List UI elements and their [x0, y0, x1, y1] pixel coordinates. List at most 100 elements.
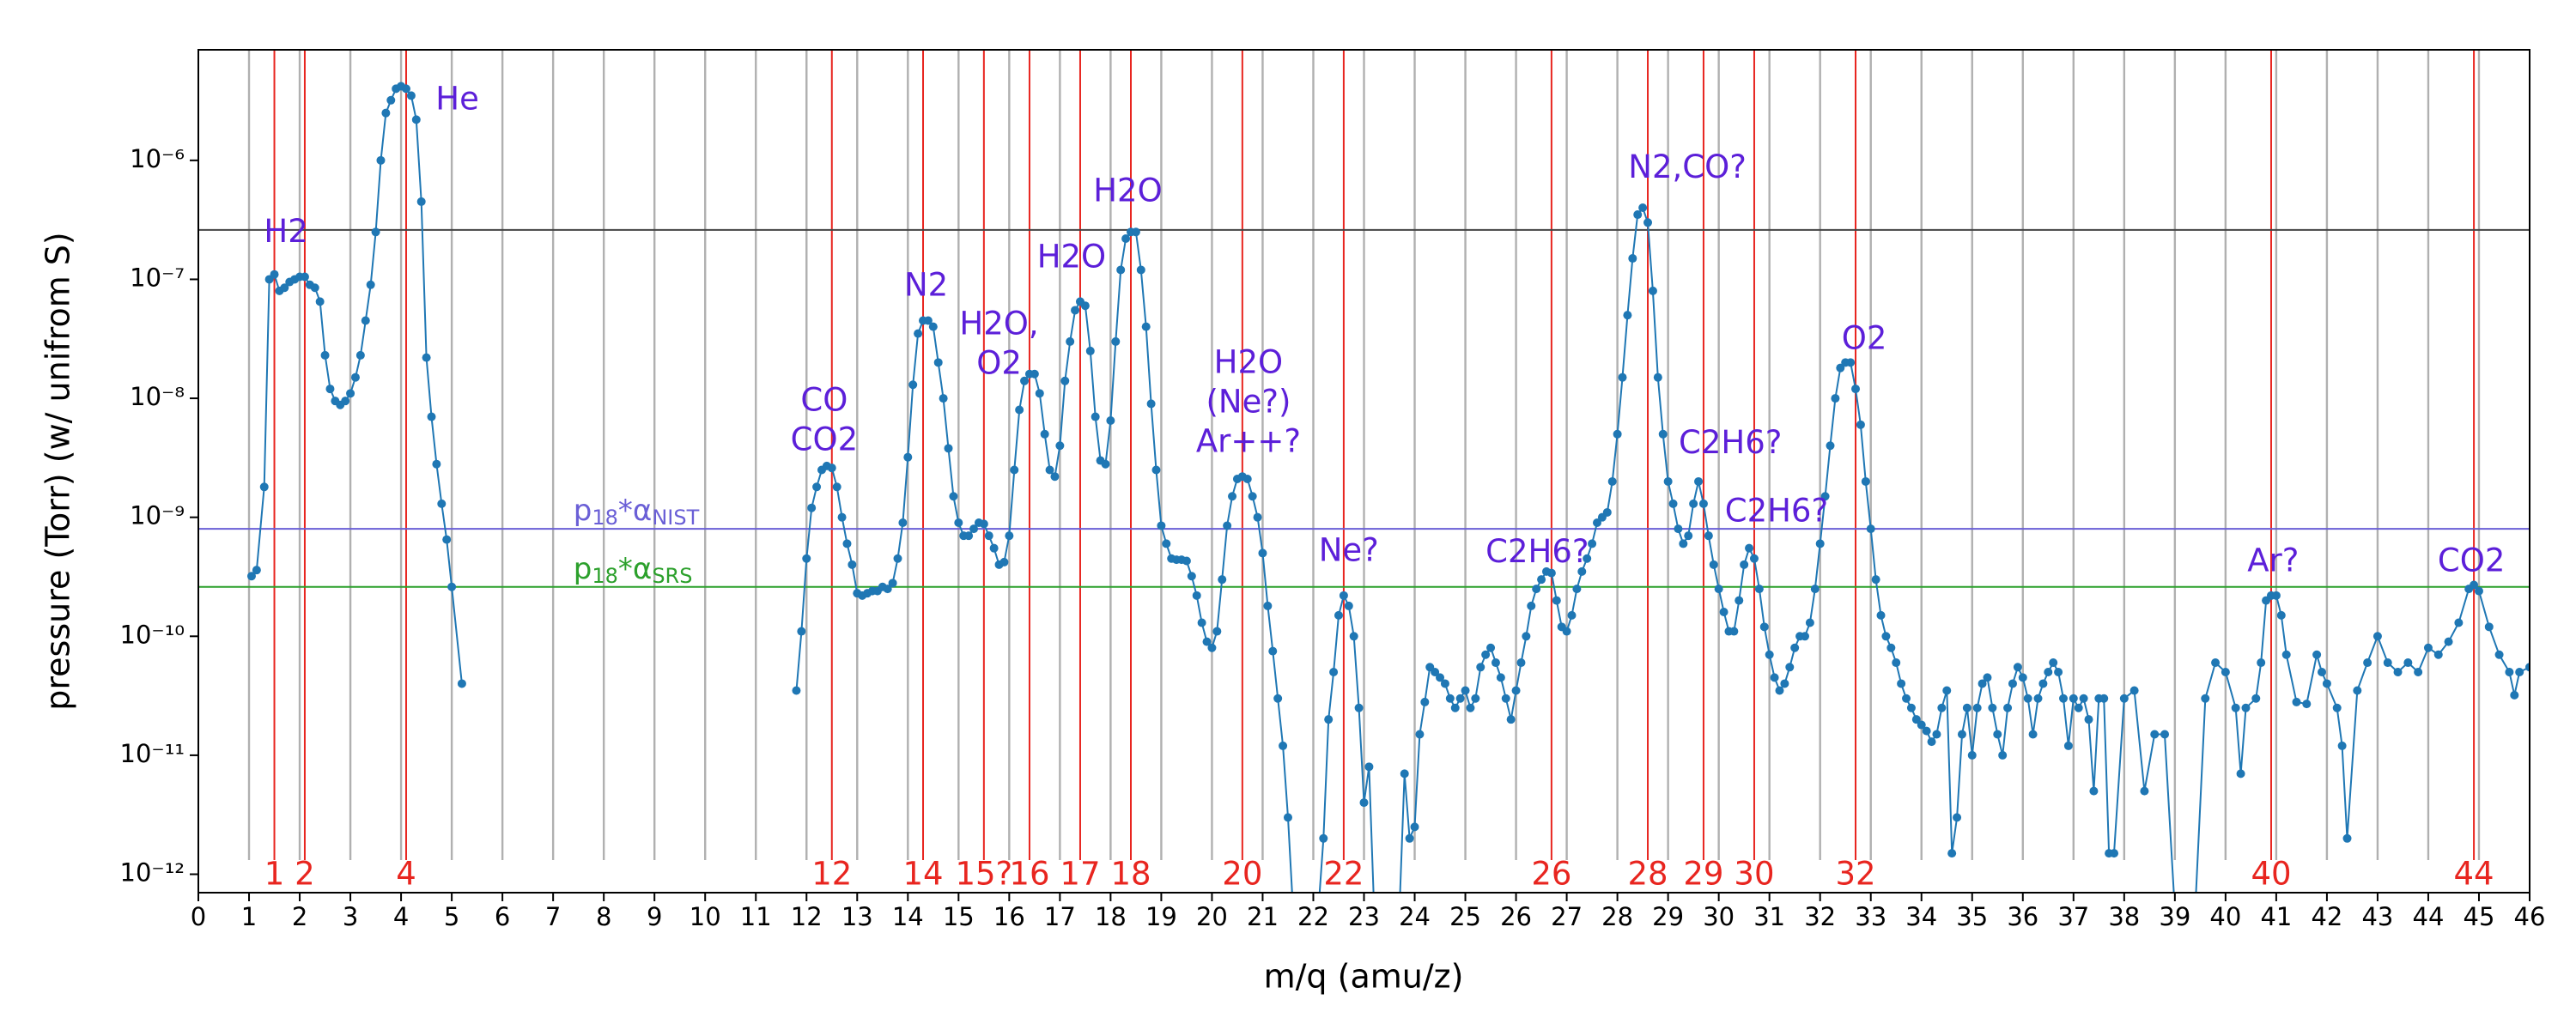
data-point — [2049, 658, 2058, 668]
data-point — [1618, 373, 1627, 382]
reference-lines — [198, 50, 2530, 860]
data-point — [1040, 429, 1049, 439]
data-point — [2337, 741, 2347, 750]
data-point — [2423, 643, 2433, 652]
marker-label: 28 — [1627, 856, 1668, 893]
data-point — [2414, 668, 2423, 677]
data-point — [888, 579, 897, 588]
data-point — [1780, 679, 1789, 688]
data-point — [406, 91, 416, 100]
data-point — [1694, 476, 1704, 486]
data-point — [1182, 556, 1191, 566]
data-point — [1800, 632, 1809, 641]
data-point — [1577, 566, 1587, 576]
data-point — [893, 554, 902, 563]
data-point — [1324, 715, 1334, 724]
data-point — [1962, 703, 1971, 712]
marker-label: 15? — [955, 856, 1012, 893]
data-point — [1258, 548, 1267, 558]
data-point — [1719, 608, 1728, 617]
data-point — [1588, 539, 1597, 548]
data-point — [1917, 720, 1926, 730]
data-point — [427, 412, 436, 421]
x-tick-label: 33 — [1855, 902, 1886, 931]
data-point — [827, 464, 836, 473]
data-point — [2023, 694, 2032, 703]
data-point — [1856, 420, 1865, 429]
data-point — [2454, 618, 2464, 627]
data-point — [923, 316, 933, 325]
annotation: Ar? — [2247, 542, 2299, 579]
marker-label: 32 — [1835, 856, 1875, 893]
data-point — [355, 350, 365, 360]
x-tick-label: 1 — [241, 902, 257, 931]
y-tick-label: 10⁻⁶ — [130, 144, 185, 173]
data-point — [346, 389, 355, 398]
data-point — [1532, 585, 1541, 594]
data-point — [1623, 311, 1632, 320]
x-tick-label: 14 — [892, 902, 924, 931]
data-point — [1663, 476, 1673, 486]
marker-label: 14 — [902, 856, 943, 893]
data-point — [999, 557, 1009, 566]
data-point — [1440, 679, 1449, 688]
x-tick-label: 10 — [690, 902, 721, 931]
data-point — [1546, 568, 1556, 578]
data-point — [1339, 591, 1348, 600]
x-tick-label: 11 — [740, 902, 772, 931]
data-point — [2383, 658, 2392, 668]
data-point — [386, 95, 396, 105]
data-point — [1770, 673, 1779, 682]
data-point — [1501, 694, 1510, 703]
data-point — [1415, 730, 1425, 739]
label-part: NIST — [652, 506, 699, 530]
data-point — [2257, 658, 2266, 668]
data-point — [1567, 610, 1577, 620]
data-point — [2221, 668, 2230, 677]
data-point — [2292, 697, 2301, 706]
data-point — [2054, 668, 2063, 677]
data-point — [1455, 694, 1465, 703]
data-point — [2018, 673, 2027, 682]
data-point — [989, 543, 999, 553]
data-point — [2074, 703, 2083, 712]
data-point — [1329, 668, 1339, 677]
data-point — [1400, 769, 1409, 779]
data-point — [1202, 637, 1212, 646]
annotation: Ar++? — [1196, 422, 1301, 459]
data-point — [2525, 663, 2530, 672]
x-tick-label: 27 — [1551, 902, 1583, 931]
data-point — [2150, 730, 2160, 739]
data-point — [964, 531, 974, 541]
data-point — [1653, 373, 1662, 382]
data-point — [2008, 679, 2017, 688]
data-point — [1729, 627, 1739, 636]
data-point — [2312, 650, 2322, 659]
label-part: SRS — [652, 564, 692, 588]
annotation: N2,CO? — [1628, 148, 1747, 185]
data-point — [1106, 415, 1115, 425]
data-point — [1810, 585, 1820, 594]
y-axis-label: pressure (Torr) (w/ unifrom S) — [39, 232, 77, 711]
data-point — [883, 585, 892, 594]
data-point — [908, 380, 918, 390]
x-tick-label: 19 — [1145, 902, 1177, 931]
data-point — [1998, 750, 2008, 760]
marker-label: 26 — [1531, 856, 1571, 893]
data-point — [1815, 539, 1825, 548]
data-point — [1228, 492, 1237, 501]
x-tick-label: 22 — [1297, 902, 1329, 931]
data-point — [1010, 465, 1019, 475]
label-part: 18 — [592, 506, 618, 530]
data-point — [1902, 694, 1911, 703]
y-tick-label: 10⁻¹² — [120, 858, 185, 888]
data-point — [1607, 476, 1617, 486]
data-point — [2470, 580, 2479, 590]
marker-label: 16 — [1009, 856, 1049, 893]
x-tick-label: 31 — [1753, 902, 1785, 931]
x-tick-label: 3 — [343, 902, 358, 931]
data-point — [411, 115, 421, 124]
marker-label: 44 — [2454, 856, 2494, 893]
data-point — [1775, 686, 1784, 695]
data-point — [1005, 531, 1014, 541]
